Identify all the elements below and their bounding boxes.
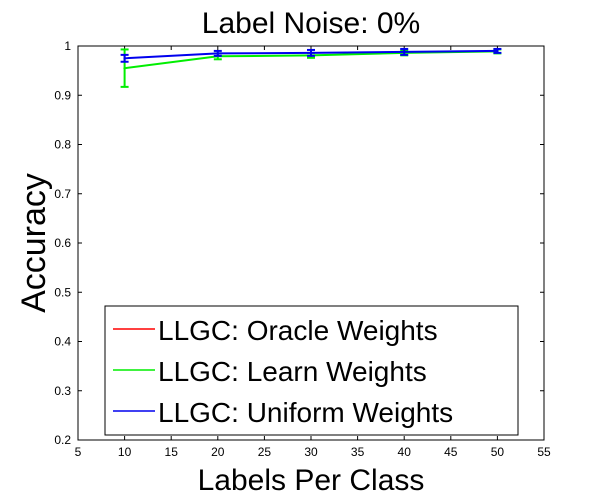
x-tick-label: 20: [211, 445, 225, 459]
y-tick-label: 0.5: [54, 285, 71, 299]
y-tick-label: 0.8: [54, 138, 71, 152]
data-point: [123, 57, 126, 60]
legend-label: LLGC: Oracle Weights: [158, 315, 438, 346]
y-tick-label: 0.7: [54, 187, 71, 201]
x-tick-label: 10: [118, 445, 132, 459]
x-tick-label: 15: [165, 445, 179, 459]
legend-label: LLGC: Uniform Weights: [158, 397, 453, 428]
x-tick-label: 55: [537, 445, 551, 459]
y-tick-label: 0.3: [54, 384, 71, 398]
legend-item: LLGC: Oracle Weights: [113, 315, 438, 346]
legend: LLGC: Oracle Weights LLGC: Learn Weights L…: [104, 305, 519, 436]
x-tick-label: 50: [491, 445, 505, 459]
x-tick-label: 35: [351, 445, 365, 459]
series-layer: [120, 47, 502, 88]
data-point: [216, 52, 219, 55]
data-point: [123, 66, 126, 70]
legend-box: [104, 305, 519, 436]
y-tick-label: 0.9: [54, 88, 71, 102]
legend-item: LLGC: Uniform Weights: [113, 397, 453, 428]
axis-ticks: 5 10 15 20 25 30 35 40 45 50 55 0.2 0.3 0.4 0.5 0.6 0.7 0…: [54, 39, 551, 459]
x-tick-label: 25: [258, 445, 272, 459]
data-point: [403, 50, 406, 54]
x-tick-label: 40: [398, 445, 412, 459]
x-tick-label: 5: [75, 445, 82, 459]
y-tick-label: 0.2: [54, 433, 71, 447]
legend-label: LLGC: Learn Weights: [158, 356, 427, 387]
x-tick-label: 30: [304, 445, 318, 459]
y-tick-label: 0.4: [54, 335, 71, 349]
chart-title: Label Noise: 0%: [202, 7, 420, 40]
legend-item: LLGC: Learn Weights: [113, 356, 427, 387]
x-axis-label: Labels Per Class: [198, 464, 425, 497]
y-tick-label: 1: [64, 39, 71, 53]
data-point: [496, 49, 499, 53]
y-axis-label: Accuracy: [15, 173, 53, 313]
y-tick-label: 0.6: [54, 236, 71, 250]
data-point: [309, 51, 313, 55]
series-llgc-uniform-weights: [120, 47, 502, 63]
x-tick-label: 45: [444, 445, 458, 459]
